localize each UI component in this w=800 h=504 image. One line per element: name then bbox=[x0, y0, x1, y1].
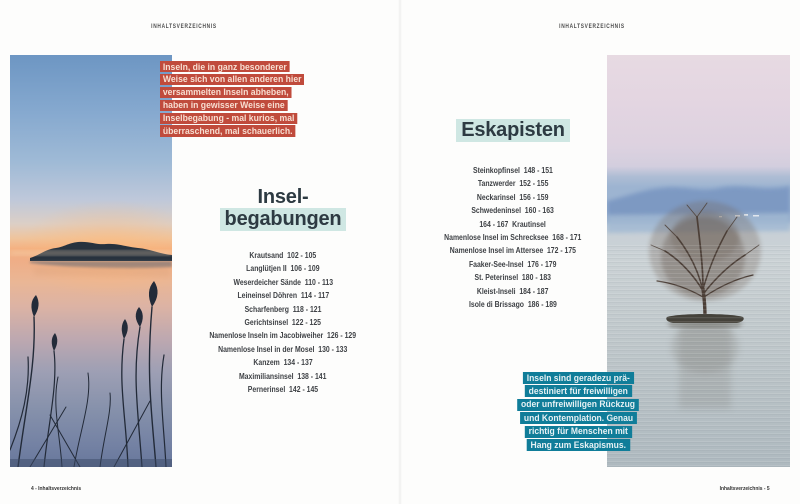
toc-entry: Neckarinsel 156 - 159 bbox=[477, 191, 549, 202]
toc-entry: Faaker-See-Insel 176 - 179 bbox=[469, 258, 557, 269]
toc-entry: Scharfenberg 118 - 121 bbox=[244, 303, 322, 314]
chapter-heading-eskapisten: Eskapisten bbox=[402, 119, 624, 142]
intro-note-line: Inseln, die in ganz besonderer bbox=[160, 61, 290, 73]
toc-entry: Weserdeicher Sände 110 - 113 bbox=[233, 276, 333, 287]
intro-note-line: versammelten Inseln abheben, bbox=[160, 86, 292, 99]
running-head-right: INHALTSVERZEICHNIS bbox=[559, 24, 625, 30]
outro-note-line: destiniert für freiwilligen bbox=[524, 385, 632, 398]
outro-note-line: Inseln sind geradezu prä- bbox=[522, 372, 634, 384]
intro-note-line: Inselbegabung - mal kurios, mal bbox=[160, 112, 298, 124]
toc-entry: 164 - 167 Krautinsel bbox=[479, 218, 547, 229]
lake-island-photo bbox=[10, 55, 172, 467]
toc-entry: Namenlose Inseln im Jacobiweiher 126 - 1… bbox=[209, 330, 357, 341]
toc-entry: Kleist-Inseli 184 - 187 bbox=[477, 285, 549, 296]
lake-island-photo-art bbox=[10, 241, 172, 467]
page-footer-right: Inhaltsverzeichnis - 5 bbox=[719, 486, 770, 492]
toc-entry: Kanzem 134 - 137 bbox=[253, 357, 313, 368]
toc-entry: Schwedeninsel 160 - 163 bbox=[471, 205, 555, 216]
tree-island-photo-art bbox=[607, 186, 790, 409]
toc-entry: Isole di Brissago 186 - 189 bbox=[469, 298, 557, 309]
intro-note-line: Weise sich von allen anderen hier bbox=[160, 73, 305, 86]
tree-island-photo bbox=[607, 55, 790, 467]
toc-entry: Gerichtsinsel 122 - 125 bbox=[244, 316, 322, 327]
chapter-heading-line2: begabungen bbox=[219, 208, 347, 231]
toc-entry: Namenlose Insel in der Mosel 130 - 133 bbox=[218, 343, 348, 354]
running-head-left: INHALTSVERZEICHNIS bbox=[151, 24, 217, 30]
page-footer-left: 4 - Inhaltsverzeichnis bbox=[31, 486, 82, 492]
outro-note: Inseln sind geradezu prä- destiniert für… bbox=[505, 372, 651, 453]
water-ripples bbox=[607, 244, 790, 467]
book-gutter bbox=[398, 0, 402, 504]
outro-note-line: und Kontemplation. Genau bbox=[519, 412, 637, 425]
intro-note: Inseln, die in ganz besonderer Weise sic… bbox=[160, 61, 310, 138]
toc-entry: Leineinsel Döhren 114 - 117 bbox=[237, 290, 329, 301]
chapter-heading-inselbegabungen: Insel- begabungen bbox=[172, 186, 394, 231]
toc-list-eskapisten: Steinkopfinsel 148 - 151 Tanzwerder 152 … bbox=[402, 164, 624, 311]
outro-note-line: richtig für Menschen mit bbox=[524, 425, 632, 438]
chapter-heading-line1: Insel- bbox=[257, 186, 309, 208]
intro-note-line: überraschend, mal schauerlich. bbox=[160, 125, 296, 137]
toc-entry: Namenlose Insel im Attersee 172 - 175 bbox=[449, 245, 577, 256]
toc-entry: Namenlose Insel im Schrecksee 168 - 171 bbox=[444, 231, 582, 242]
toc-entry: Tanzwerder 152 - 155 bbox=[477, 178, 549, 189]
toc-list-inselbegabungen: Krautsand 102 - 105 Langlütjen II 106 - … bbox=[172, 249, 394, 396]
toc-entry: Krautsand 102 - 105 bbox=[249, 250, 317, 260]
toc-entry: St. Peterinsel 180 - 183 bbox=[474, 272, 552, 283]
toc-entry: Pernerinsel 142 - 145 bbox=[247, 383, 319, 394]
chapter-heading-text: Eskapisten bbox=[456, 119, 570, 142]
outro-note-line: Hang zum Eskapismus. bbox=[526, 439, 630, 452]
toc-entry: Maximiliansinsel 138 - 141 bbox=[239, 370, 327, 381]
toc-entry: Steinkopfinsel 148 - 151 bbox=[473, 165, 553, 175]
outro-note-line: oder unfreiwilligen Rückzug bbox=[517, 398, 639, 411]
toc-entry: Langlütjen II 106 - 109 bbox=[246, 263, 320, 274]
intro-note-line: haben in gewisser Weise eine bbox=[160, 99, 288, 111]
